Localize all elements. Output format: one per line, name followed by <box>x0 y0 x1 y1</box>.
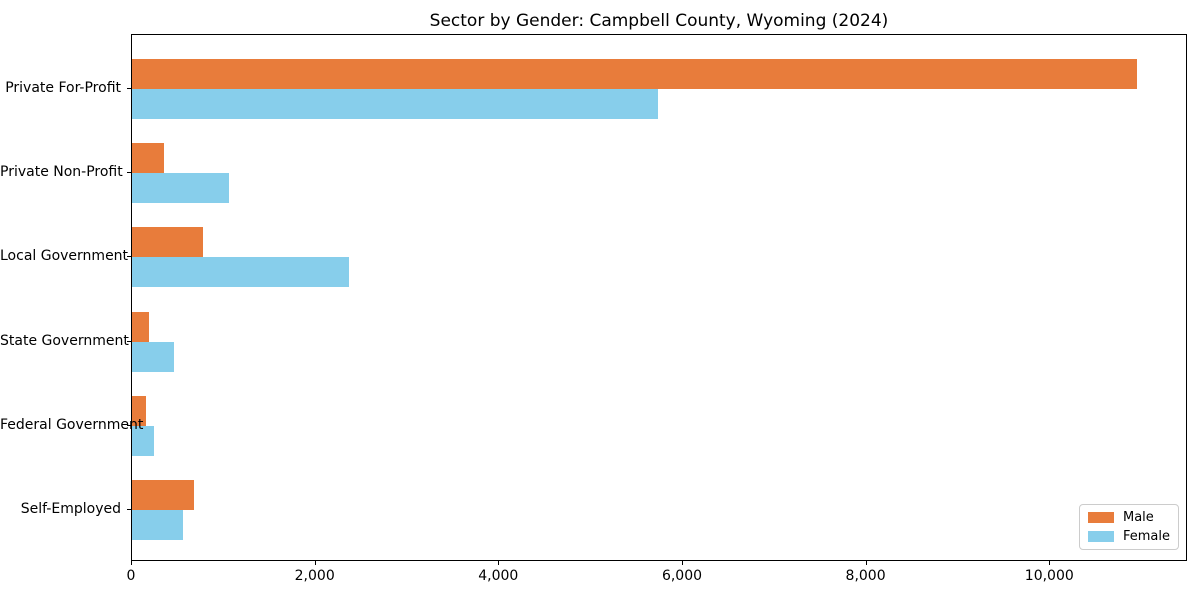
y-tick-mark <box>127 509 131 510</box>
legend: Male Female <box>1078 504 1179 550</box>
bars-layer <box>132 35 1186 560</box>
y-tick-label: Private For-Profit <box>5 80 121 96</box>
legend-entry-female: Female <box>1087 529 1170 544</box>
plot-area: Male Female <box>131 34 1187 561</box>
legend-swatch-male <box>1087 512 1114 523</box>
bar-female-private-non-profit <box>132 173 230 204</box>
bar-female-self-employed <box>132 510 183 540</box>
x-tick-mark <box>131 561 132 565</box>
bar-male-local-government <box>132 227 204 258</box>
y-tick-mark <box>127 88 131 89</box>
x-tick-mark <box>314 561 316 565</box>
y-tick-mark <box>127 172 131 174</box>
y-tick-label: Federal Government <box>0 416 144 433</box>
bar-male-federal-government <box>132 395 146 426</box>
bar-male-self-employed <box>132 480 194 510</box>
y-tick-mark <box>127 340 131 342</box>
bar-male-private-for-profit <box>132 59 1137 89</box>
y-tick-mark <box>127 424 131 426</box>
y-tick-label: Private Non-Profit <box>0 164 123 181</box>
bar-female-local-government <box>132 257 349 288</box>
chart-title: Sector by Gender: Campbell County, Wyomi… <box>429 11 889 31</box>
x-tick-mark <box>682 561 683 565</box>
x-tick-label: 8,000 <box>845 568 886 584</box>
bar-female-private-for-profit <box>132 89 659 119</box>
y-tick-label: State Government <box>0 332 129 349</box>
x-tick-label: 0 <box>126 568 136 584</box>
y-tick-label: Local Government <box>0 248 129 265</box>
x-tick-label: 10,000 <box>1024 568 1074 584</box>
y-tick-mark <box>127 256 131 258</box>
bar-male-private-non-profit <box>132 143 165 174</box>
x-tick-label: 6,000 <box>661 568 703 584</box>
bar-male-state-government <box>132 311 149 342</box>
x-tick-mark <box>1049 561 1051 565</box>
x-tick-label: 4,000 <box>478 568 519 584</box>
legend-entry-male: Male <box>1087 510 1170 525</box>
bar-female-federal-government <box>132 425 154 456</box>
x-tick-mark <box>865 561 867 565</box>
y-tick-label: Self-Employed <box>20 501 121 517</box>
x-tick-mark <box>498 561 500 565</box>
legend-label: Male <box>1122 510 1154 525</box>
x-tick-label: 2,000 <box>294 568 335 584</box>
legend-swatch-female <box>1087 531 1114 542</box>
bar-female-state-government <box>132 341 175 372</box>
legend-label: Female <box>1122 529 1170 544</box>
